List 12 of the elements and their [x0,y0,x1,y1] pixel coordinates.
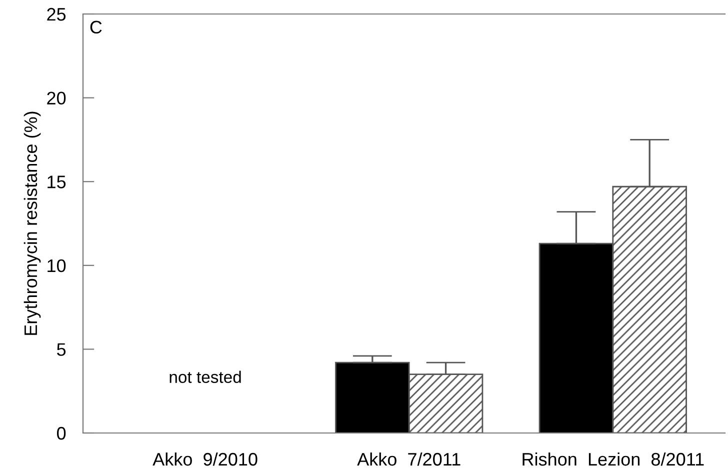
y-tick-label: 0 [57,426,66,440]
annotation: not tested [170,370,241,384]
y-tick-label: 10 [48,259,66,272]
y-axis-title: Erythromycin resistance (%) [24,112,41,335]
y-tick-label: 25 [47,8,66,21]
x-tick-label: Rishon Lezion 8/2011 [522,452,704,466]
x-tick-label: Akko 9/2010 [152,452,258,466]
x-tick-label: Akko 7/2011 [357,452,460,466]
y-tick-label: 5 [57,343,66,356]
y-tick-label: 15 [48,176,66,188]
annotation: C [90,20,102,34]
y-tick-label: 20 [47,92,66,105]
